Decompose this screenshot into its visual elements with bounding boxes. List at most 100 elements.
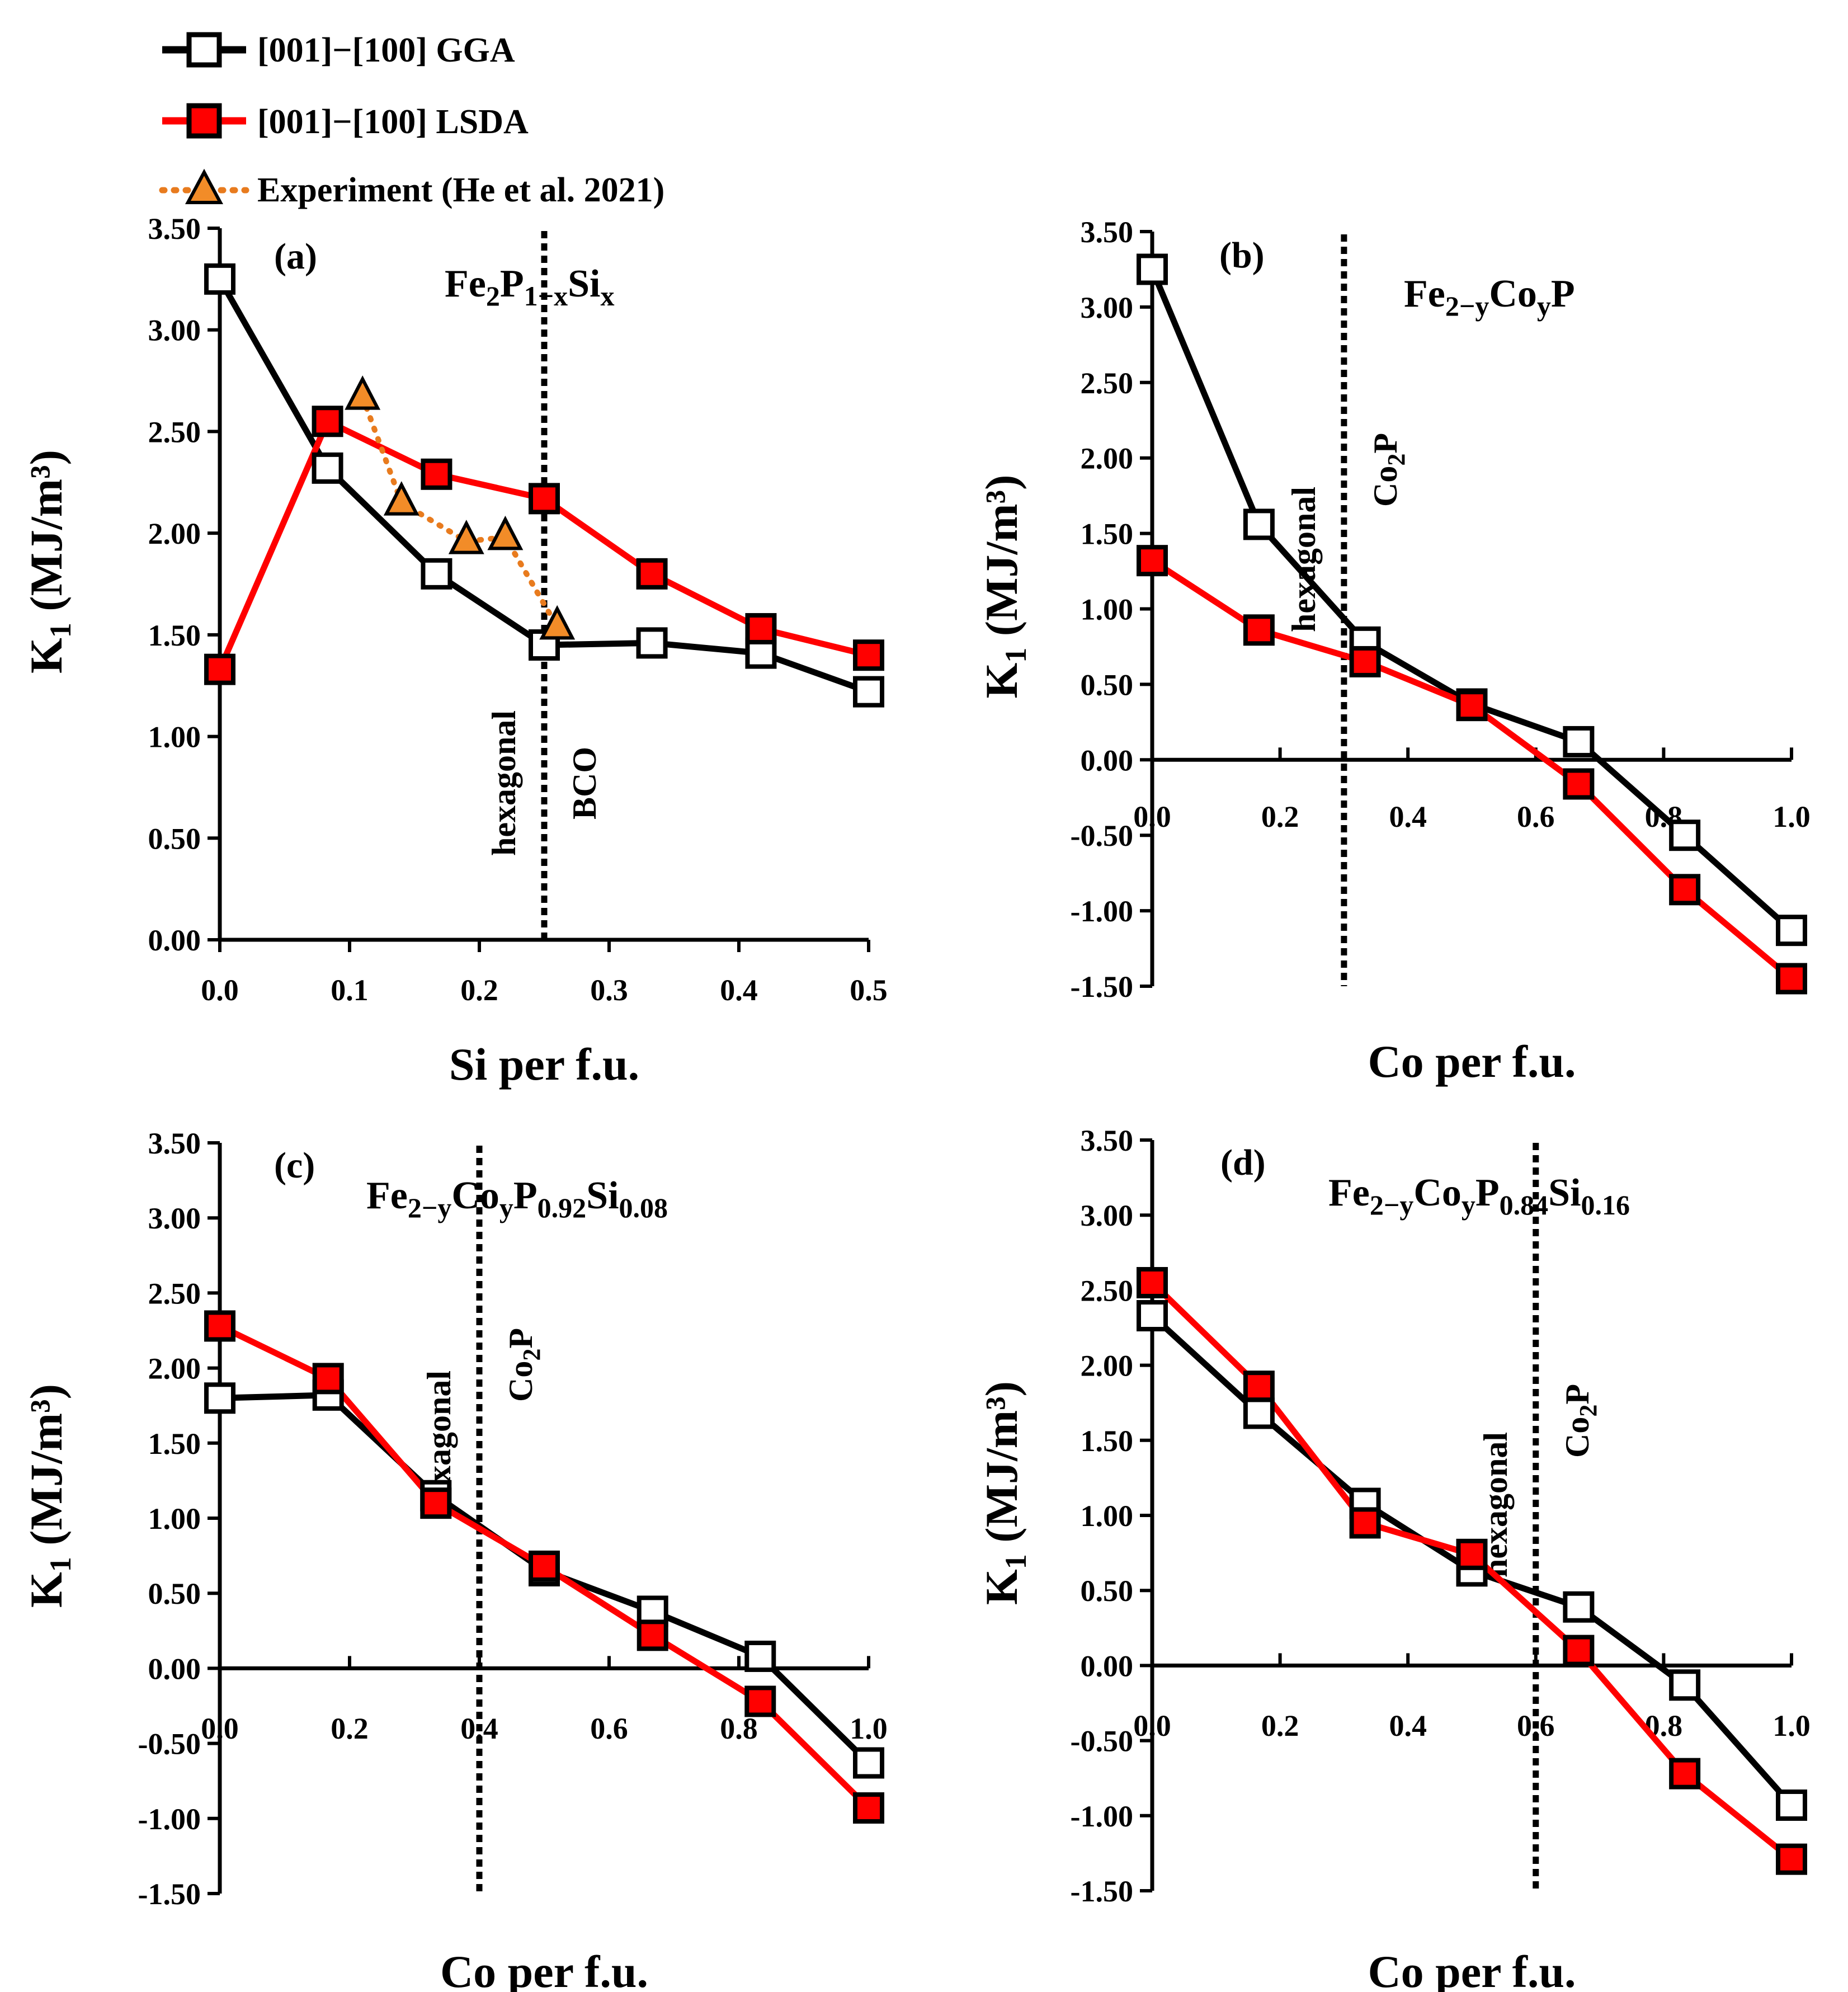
x-tick-label-d: 1.0	[1772, 1709, 1811, 1743]
x-axis-label-b: Co per f.u.	[1368, 1036, 1576, 1087]
y-tick-label-a: 3.50	[148, 212, 201, 246]
y-tick-label-a: 2.50	[148, 415, 201, 449]
x-tick-label-a: 0.2	[460, 973, 498, 1007]
y-tick-label-b: 0.00	[1081, 743, 1134, 777]
gga-point	[204, 1382, 235, 1414]
lsda-point	[745, 613, 777, 644]
lsda-point	[637, 1619, 668, 1651]
y-axis-label-b: K1 (MJ/m³)	[976, 475, 1033, 699]
phase-label-right-c: Co2P	[502, 1328, 545, 1402]
lsda-point	[1669, 874, 1701, 906]
formula-element: Si	[586, 1174, 619, 1217]
y-tick-label-b: 2.50	[1081, 366, 1134, 400]
y-tick-label-d: 0.00	[1081, 1649, 1134, 1683]
phase-label-co: Co	[502, 1361, 539, 1402]
x-axis-label-a: Si per f.u.	[449, 1039, 639, 1090]
formula-b: Fe2−yCoyP	[1404, 272, 1575, 322]
x-tick-label-b: 0.4	[1389, 800, 1427, 833]
lsda-point	[1243, 1371, 1275, 1402]
lsda-point	[312, 406, 343, 437]
y-tick-label-d: -0.50	[1071, 1725, 1133, 1758]
x-tick-label-b: 0.6	[1517, 800, 1555, 833]
legend-lsda-marker	[186, 103, 222, 139]
phase-label-co: Co	[1367, 466, 1404, 507]
formula-c: Fe2−yCoyP0.92Si0.08	[366, 1174, 668, 1223]
panel-c: -1.50 -1.00 -0.50 0.00 0.50 1.00 1.50 2.00 2.50 3…	[21, 1127, 888, 1992]
phase-label-right-a: BCO	[566, 747, 603, 820]
y-tick-label-a: 1.50	[148, 619, 201, 652]
phase-label-p: P	[1367, 433, 1404, 454]
gga-point	[1669, 820, 1701, 851]
y-tick-label-d: 2.50	[1081, 1274, 1134, 1307]
formula-element: Si	[568, 262, 600, 305]
y-tick-label-d: -1.50	[1071, 1875, 1133, 1908]
y-tick-label-c: 2.50	[148, 1277, 201, 1310]
legend-entry-experiment: Experiment (He et al. 2021)	[159, 168, 664, 209]
legend-gga-label: [001]−[100] GGA	[257, 31, 515, 69]
formula-subscript: x	[600, 280, 614, 312]
legend-gga-marker	[186, 32, 222, 68]
lsda-point	[204, 653, 235, 685]
x-tick-label-c: 0.2	[331, 1712, 369, 1745]
formula-element: Fe	[1328, 1171, 1370, 1214]
markers-d-1	[1137, 1266, 1807, 1875]
x-tick-label-b: 1.0	[1772, 800, 1811, 833]
formula-element: Fe	[366, 1174, 408, 1217]
y-tick-label-d: 0.50	[1081, 1574, 1134, 1608]
formula-element: P	[513, 1174, 538, 1217]
y-axis-label-unit: (MJ/m³)	[21, 450, 72, 623]
phase-label-right-d: Co2P	[1559, 1384, 1602, 1458]
formula-subscript: 0.92	[538, 1192, 587, 1223]
lsda-point	[421, 458, 452, 490]
y-tick-label-d: 1.50	[1081, 1424, 1134, 1458]
gga-point	[1776, 915, 1807, 946]
lsda-point	[1456, 690, 1488, 722]
gga-point	[1776, 1789, 1807, 1821]
y-tick-label-c: 2.00	[148, 1352, 201, 1386]
x-tick-label-d: 0.2	[1261, 1709, 1299, 1743]
phase-label-p: P	[1559, 1384, 1596, 1405]
x-tick-label-d: 0.4	[1389, 1709, 1427, 1743]
x-axis-label-c: Co per f.u.	[440, 1946, 648, 1992]
y-tick-label-b: 3.50	[1081, 215, 1134, 249]
formula-element: Fe	[445, 262, 486, 305]
y-tick-label-a: 1.00	[148, 720, 201, 754]
legend-experiment-label: Experiment (He et al. 2021)	[257, 171, 664, 209]
y-tick-label-c: -1.50	[138, 1877, 201, 1911]
y-tick-label-a: 0.50	[148, 822, 201, 855]
phase-label-p: P	[502, 1328, 539, 1349]
experiment-point	[383, 481, 419, 516]
panel-d: -1.50 -1.00 -0.50 0.00 0.50 1.00 1.50 2.00 2.50 3…	[976, 1124, 1811, 1992]
formula-subscript: 0.84	[1500, 1189, 1549, 1221]
y-tick-label-d: -1.00	[1071, 1800, 1133, 1833]
y-axis-label-sub: 1	[44, 623, 77, 638]
x-tick-label-c: 1.0	[850, 1712, 888, 1745]
legend-entry-lsda: [001]−[100] LSDA	[162, 103, 529, 141]
formula-element: Co	[451, 1174, 499, 1217]
x-tick-label-c: 0.0	[201, 1712, 239, 1745]
x-tick-label-b: 0.2	[1261, 800, 1299, 833]
y-tick-label-c: 3.00	[148, 1202, 201, 1235]
lsda-point	[1776, 1843, 1807, 1875]
phase-label-sub: 2	[518, 1349, 545, 1361]
y-axis-label-sub: 1	[999, 648, 1033, 663]
legend-experiment-marker	[185, 168, 224, 204]
panel-b: -1.50 -1.00 -0.50 0.00 0.50 1.00 1.50 2.00 2.50 3…	[976, 215, 1811, 1087]
formula-subscript: 2	[486, 280, 500, 312]
x-tick-label-a: 0.1	[331, 973, 369, 1007]
formula-a: Fe2P1−xSix	[445, 262, 614, 312]
gga-point	[853, 676, 884, 708]
lsda-point	[1776, 963, 1807, 995]
y-tick-label-a: 3.00	[148, 314, 201, 347]
lsda-point	[312, 1363, 344, 1395]
y-axis-label-k: K	[21, 1572, 72, 1608]
lsda-point	[420, 1487, 452, 1519]
gga-point	[1563, 1591, 1595, 1623]
phase-label-sub: 2	[1574, 1405, 1602, 1417]
y-axis-label-sub: 1	[999, 1554, 1033, 1569]
panel-label-a: (a)	[274, 236, 317, 277]
formula-element: P	[1475, 1171, 1500, 1214]
lsda-point	[1137, 1266, 1168, 1298]
gga-point	[312, 452, 343, 484]
gga-point	[421, 558, 452, 590]
